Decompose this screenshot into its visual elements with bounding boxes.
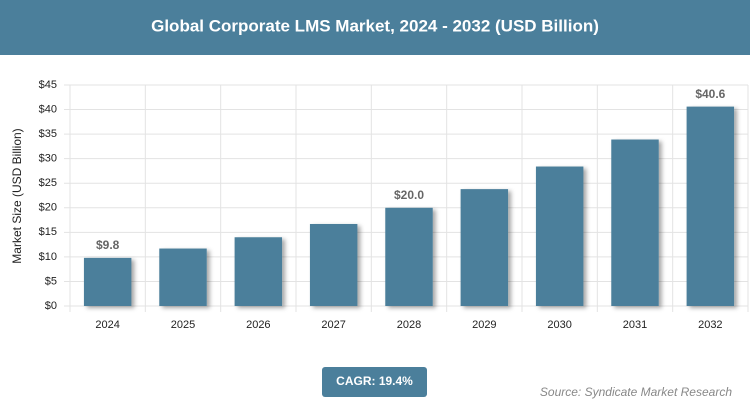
source-note: Source: Syndicate Market Research: [540, 385, 732, 399]
x-tick-label: 2030: [547, 319, 571, 331]
y-tick-label: $15: [39, 226, 57, 238]
bar: [686, 106, 735, 306]
y-tick-label: $35: [39, 128, 57, 140]
y-tick-label: $10: [39, 251, 57, 263]
bar: [309, 223, 358, 306]
bar: [234, 237, 283, 306]
value-label: $40.6: [695, 87, 725, 101]
value-label: $9.8: [96, 238, 120, 252]
y-tick-label: $40: [39, 103, 57, 115]
x-tick-label: 2029: [472, 319, 496, 331]
y-tick-label: $20: [39, 202, 57, 214]
bar: [535, 166, 584, 306]
x-tick-label: 2028: [397, 319, 421, 331]
bar: [159, 248, 207, 306]
cagr-text: CAGR: 19.4%: [336, 374, 413, 388]
y-tick-label: $0: [45, 300, 57, 312]
x-tick-label: 2026: [246, 319, 270, 331]
x-tick-label: 2025: [171, 319, 195, 331]
title-banner: [0, 0, 750, 55]
cagr-box: [322, 367, 427, 397]
value-label: $20.0: [394, 188, 424, 202]
bar: [460, 189, 509, 306]
x-tick-label: 2024: [95, 319, 119, 331]
y-tick-label: $5: [45, 275, 57, 287]
x-tick-label: 2027: [321, 319, 345, 331]
bar: [385, 207, 433, 306]
bar: [83, 257, 132, 306]
y-tick-label: $45: [39, 79, 57, 91]
x-tick-label: 2032: [698, 319, 722, 331]
y-axis-label: Market Size (USD Billion): [10, 128, 24, 263]
y-tick-label: $25: [39, 177, 57, 189]
chart-title: Global Corporate LMS Market, 2024 - 2032…: [151, 16, 599, 35]
bar: [611, 139, 659, 306]
y-tick-label: $30: [39, 153, 57, 165]
x-tick-label: 2031: [623, 319, 647, 331]
